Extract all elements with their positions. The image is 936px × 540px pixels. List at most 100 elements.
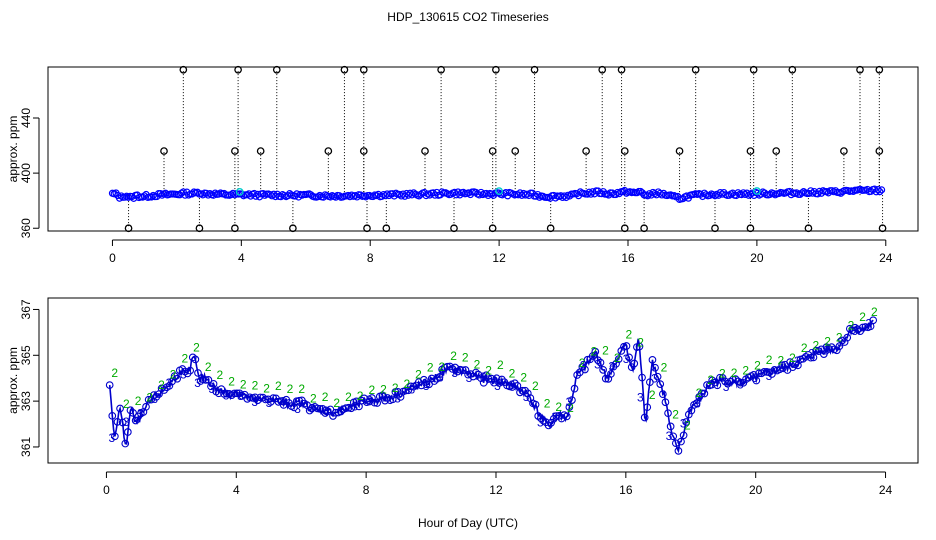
marker-2-label: 2 [485, 364, 492, 378]
co2-point [410, 189, 418, 197]
co2-point [211, 189, 219, 197]
marker-2-label: 2 [146, 390, 153, 404]
marker-2-label: 2 [205, 360, 212, 374]
co2-point [156, 189, 164, 198]
marker-3-label: 3 [623, 352, 630, 366]
co2-point [674, 447, 683, 455]
marker-2-label: 2 [766, 353, 773, 367]
co2-point [383, 190, 391, 198]
co2-point [290, 403, 298, 412]
co2-point [658, 390, 667, 398]
marker-3-label: 3 [166, 376, 173, 390]
low-spike-point [124, 224, 133, 233]
co2-point [651, 190, 659, 198]
upper-spike-point [620, 147, 629, 155]
co2-point [131, 416, 140, 425]
marker-2-label: 2 [544, 397, 551, 411]
marker-3-label: 3 [408, 383, 415, 397]
bottom-x-tick-label: 20 [749, 483, 763, 497]
co2-point [706, 191, 714, 200]
marker-2-label: 2 [859, 310, 866, 324]
co2-point [186, 366, 195, 375]
co2-point [638, 373, 646, 382]
marker-3-label: 3 [151, 392, 158, 406]
marker-2-label: 2 [848, 318, 855, 332]
marker-2-label: 2 [602, 344, 609, 358]
low-spike-point [488, 224, 497, 233]
marker-2-label: 2 [555, 400, 562, 414]
high-spike-point [749, 65, 758, 74]
marker-2-label: 2 [707, 373, 714, 387]
co2-point [531, 400, 540, 409]
marker-3-label: 3 [808, 346, 815, 360]
marker-3-label: 3 [209, 382, 216, 396]
low-spike-point [231, 224, 239, 233]
highlight-point [495, 187, 504, 196]
co2-point [808, 189, 817, 197]
co2-point [874, 186, 882, 194]
co2-point [407, 382, 415, 391]
co2-point [314, 193, 322, 201]
marker-3-label: 3 [237, 389, 244, 403]
marker-3-label: 3 [380, 390, 387, 404]
top-y-tick-label: 360 [19, 218, 33, 238]
top-x-tick-label: 0 [109, 251, 116, 265]
co2-point [482, 189, 490, 198]
marker-2-label: 2 [789, 351, 796, 365]
marker-2-label: 2 [672, 407, 679, 421]
marker-3-label: 3 [323, 404, 330, 418]
marker-2-label: 2 [450, 349, 457, 363]
co2-point [615, 190, 623, 198]
marker-3-label: 3 [351, 399, 358, 413]
marker-2-label: 2 [345, 390, 352, 404]
co2-point [469, 372, 478, 381]
co2-point [383, 394, 392, 402]
co2-point [385, 191, 393, 200]
marker-3-label: 3 [451, 366, 458, 380]
co2-point [426, 191, 434, 199]
co2-point [648, 355, 657, 364]
upper-spike-point [875, 147, 884, 155]
marker-2-label: 2 [777, 353, 784, 367]
upper-spike-point [421, 147, 429, 155]
marker-3-label: 3 [851, 324, 858, 338]
co2-point [199, 191, 207, 199]
bottom-y-tick-label: 367 [19, 299, 33, 319]
co2-point [204, 191, 212, 199]
marker-3-label: 3 [837, 336, 844, 350]
co2-point [427, 374, 436, 383]
co2-point [692, 399, 701, 408]
marker-3-label: 3 [280, 394, 287, 408]
co2-point [644, 192, 652, 200]
co2-point [191, 355, 200, 364]
co2-point [664, 409, 672, 418]
co2-point [565, 403, 574, 411]
high-spike-point [359, 65, 368, 74]
high-spike-point [875, 65, 884, 74]
top-y-axis-label: approx. ppm [6, 116, 20, 183]
high-spike-point [530, 65, 539, 74]
low-spike-point [620, 224, 629, 233]
co2-point [430, 377, 439, 385]
co2-point [118, 418, 127, 427]
marker-2-label: 2 [567, 401, 574, 415]
co2-point [635, 342, 644, 351]
bottom-y-tick-label: 361 [19, 437, 33, 457]
marker-2-label: 2 [275, 379, 282, 393]
upper-spike-point [746, 147, 755, 155]
co2-point [679, 431, 688, 440]
low-spike-point [878, 224, 887, 233]
marker-2-label: 2 [135, 394, 142, 408]
marker-3-label: 3 [651, 371, 658, 385]
co2-point [490, 378, 498, 387]
marker-3-label: 3 [123, 415, 130, 429]
co2-point [388, 395, 397, 404]
marker-3-label: 3 [494, 379, 501, 393]
co2-point [645, 190, 654, 198]
co2-point [869, 316, 878, 325]
marker-2-label: 2 [240, 377, 247, 391]
co2-point [669, 432, 678, 441]
highlight-point [235, 187, 244, 196]
bottom-x-tick-label: 8 [363, 483, 370, 497]
co2-point [769, 189, 778, 198]
